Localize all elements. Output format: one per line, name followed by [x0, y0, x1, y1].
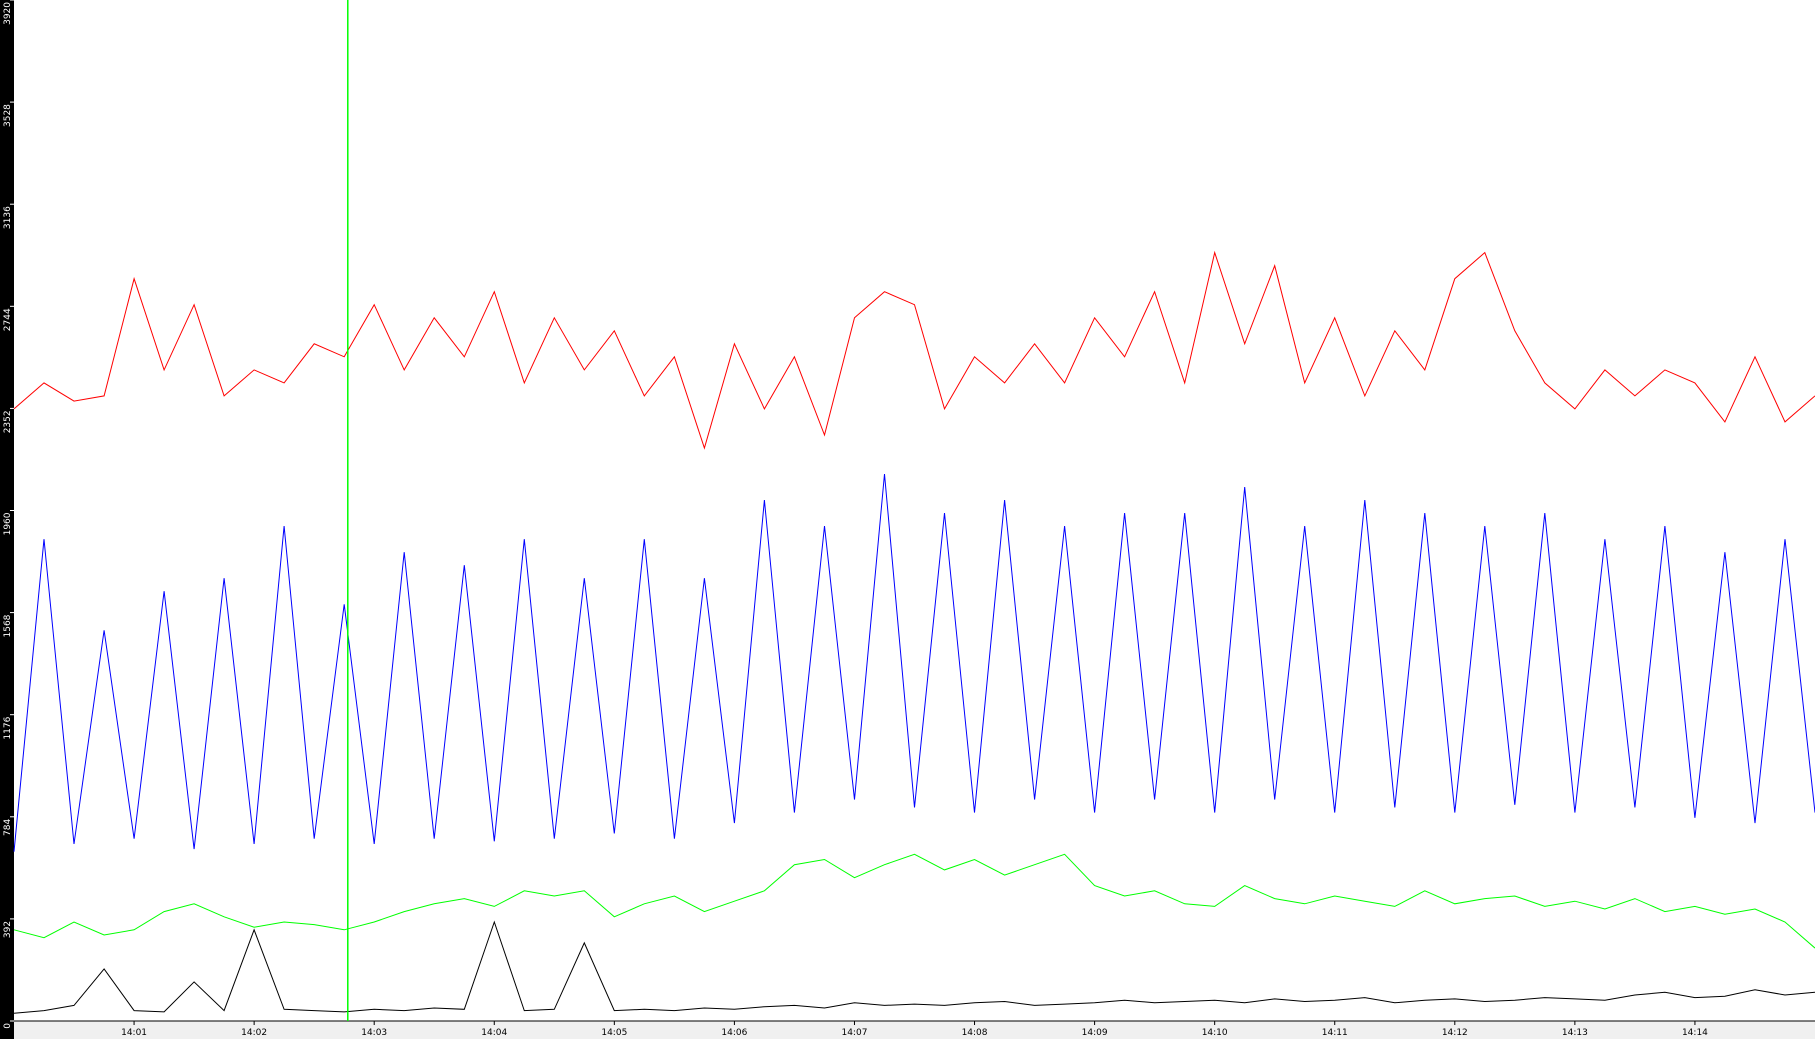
x-tick-label: 14:13 [1562, 1028, 1588, 1038]
x-tick-label: 14:09 [1082, 1028, 1108, 1038]
y-tick-label: 1960 [3, 512, 13, 535]
x-tick-label: 14:06 [721, 1028, 747, 1038]
y-tick-label: 1568 [3, 614, 13, 637]
x-tick-label: 14:04 [481, 1028, 507, 1038]
y-tick-label: 3920 [3, 2, 13, 25]
y-tick-label: 0 [3, 1023, 13, 1029]
x-tick-label: 14:03 [361, 1028, 387, 1038]
x-tick-label: 14:07 [841, 1028, 867, 1038]
x-tick-label: 14:05 [601, 1028, 627, 1038]
y-tick-label: 784 [3, 819, 13, 836]
y-axis-strip [0, 0, 14, 1039]
y-tick-label: 2744 [3, 308, 13, 331]
x-tick-label: 14:02 [241, 1028, 267, 1038]
x-tick-label: 14:08 [962, 1028, 988, 1038]
x-tick-label: 14:10 [1202, 1028, 1228, 1038]
series-line [13, 920, 1815, 1014]
y-tick-label: 2352 [3, 410, 13, 433]
series-line [13, 250, 1815, 450]
x-tick-label: 14:11 [1322, 1028, 1348, 1038]
x-axis-strip [14, 1021, 1815, 1039]
y-tick-label: 3528 [3, 104, 13, 127]
y-tick-label: 392 [3, 921, 13, 938]
y-tick-label: 3136 [3, 206, 13, 229]
x-tick-label: 14:01 [121, 1028, 147, 1038]
series-line [13, 473, 1815, 852]
series-line [13, 853, 1815, 949]
x-tick-label: 14:14 [1682, 1028, 1708, 1038]
x-tick-label: 14:12 [1442, 1028, 1468, 1038]
y-tick-label: 1176 [3, 716, 13, 739]
